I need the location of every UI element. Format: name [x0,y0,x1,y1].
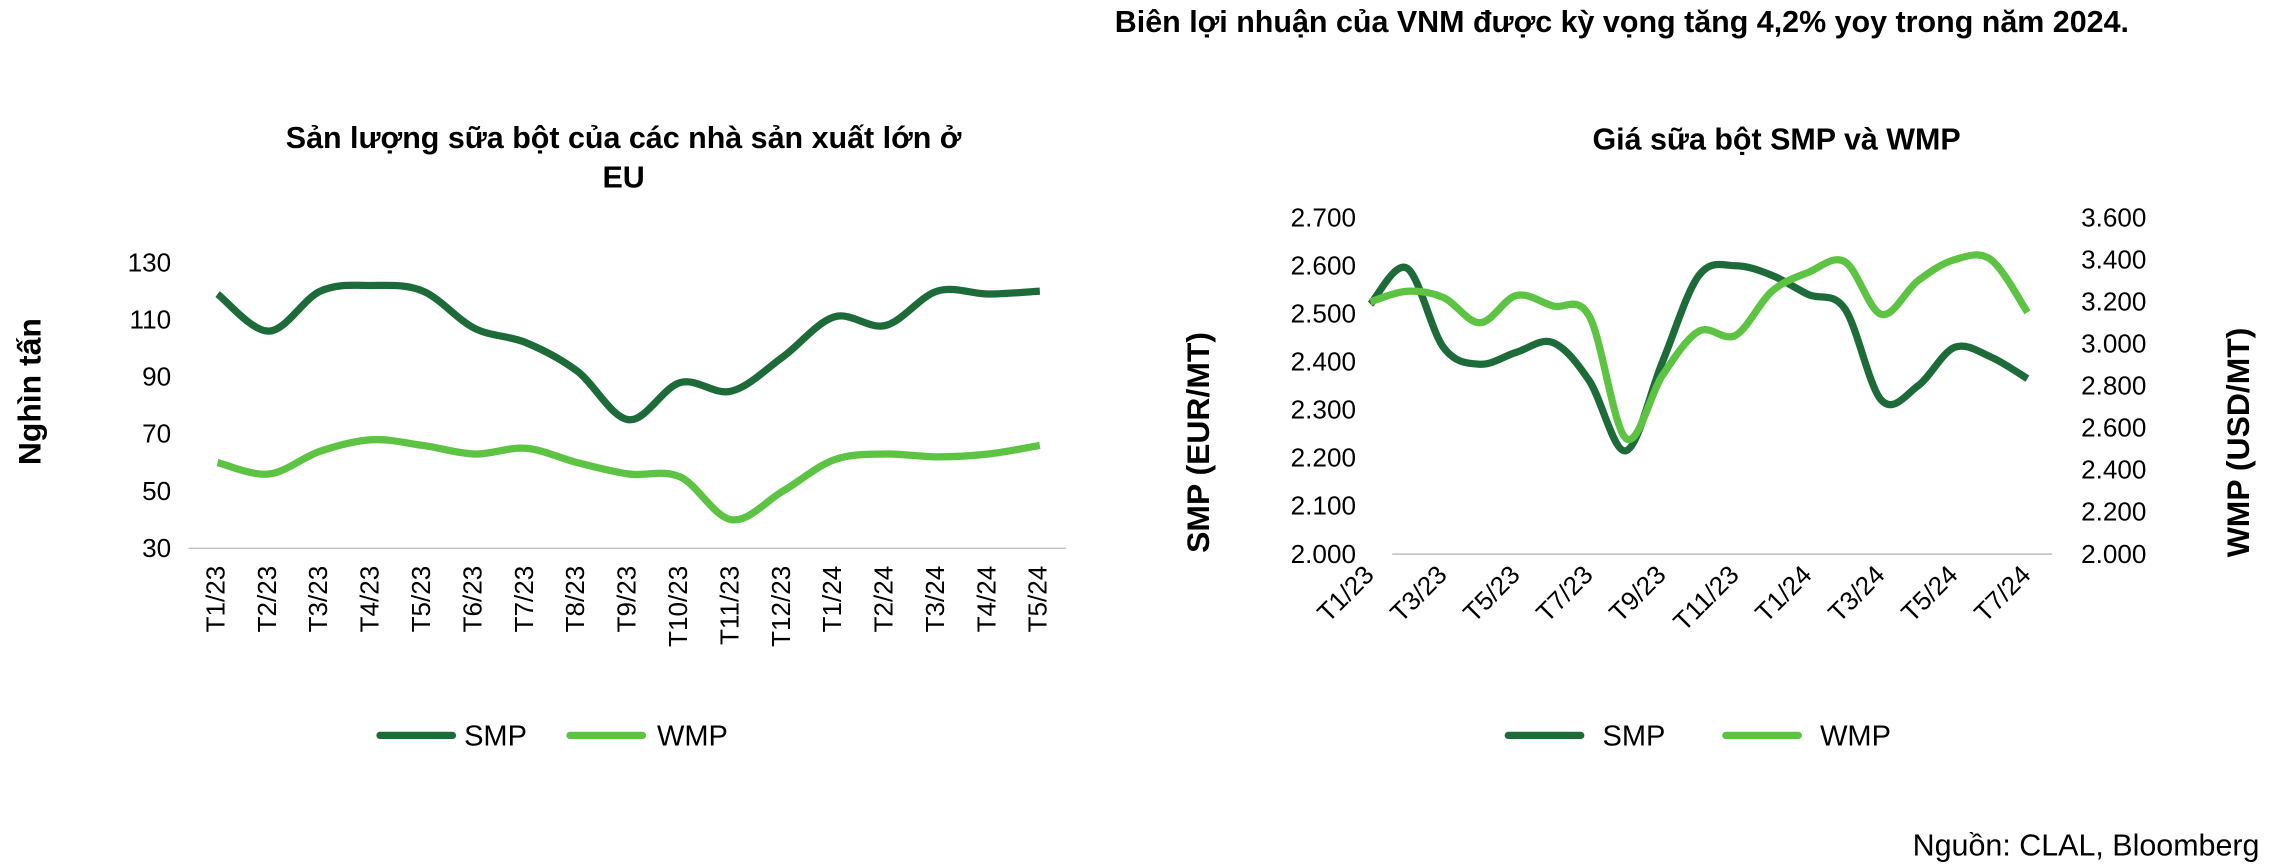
y-axis-title: Nghìn tấn [11,318,47,465]
y-tick-label: 30 [142,533,171,563]
x-tick-label: T2/24 [869,566,899,633]
y-tick-label: 130 [128,247,172,277]
x-tick-label: T5/23 [406,566,436,633]
chart-title: Sản lượng sữa bột của các nhà sản xuất l… [286,121,962,195]
y-tick-label: 2.000 [1291,539,1356,569]
y-tick-label: 2.200 [1291,443,1356,473]
title-line: Sản lượng sữa bột của các nhà sản xuất l… [286,121,962,155]
y2-tick-label: 2.600 [2081,413,2146,443]
legend-label: SMP [1603,721,1666,753]
title-line: EU [602,161,644,195]
line [1367,260,2030,455]
y2-tick-label: 3.000 [2081,329,2146,359]
y2-tick-label: 3.600 [2081,202,2146,232]
y-tick-label: 2.300 [1291,395,1356,425]
y-tick-label: 2.400 [1291,347,1356,377]
y2-tick-label: 3.200 [2081,286,2146,316]
y2-axis-title: WMP (USD/MT) [2220,328,2256,558]
source: Nguồn: CLAL, Bloomberg [1913,829,2260,863]
chart: Sản lượng sữa bột của các nhà sản xuất l… [11,121,1066,753]
y-tick-label: 50 [142,476,171,506]
x-tick-label: T10/23 [663,566,693,647]
legend-label: SMP [464,721,527,753]
x-tick-label: T1/24 [817,566,847,633]
x-tick-label: T1/23 [200,566,230,633]
x-tick-label: T3/24 [920,566,950,633]
legend-label: WMP [1820,721,1891,753]
chart: Giá sữa bột SMP và WMP 2.000 2.100 2.200 2.3… [1180,122,2256,752]
x-tick-label: T7/24 [1968,559,2036,627]
x-tick-label: T1/23 [1311,559,1379,627]
y-axis-title: SMP (EUR/MT) [1180,332,1216,553]
x-tick-label: T4/23 [355,566,385,633]
y2-tick-label: 2.400 [2081,455,2146,485]
x-tick-label: T9/23 [1603,559,1671,627]
y-tick-label: 70 [142,419,171,449]
x-tick-label: T7/23 [1530,559,1598,627]
x-tick-label: T2/23 [252,566,282,633]
y2-tick-label: 2.000 [2081,539,2146,569]
x-tick-label: T1/24 [1749,559,1817,627]
y2-tick-label: 2.800 [2081,371,2146,401]
y-tick-label: 2.100 [1291,491,1356,521]
y-tick-label: 90 [142,362,171,392]
x-tick-label: T7/23 [509,566,539,633]
y-tick-label: 2.700 [1291,202,1356,232]
y-tick-label: 2.600 [1291,250,1356,280]
line [1369,251,2031,444]
x-tick-label: T3/23 [1384,559,1452,627]
x-tick-label: T12/23 [766,566,796,647]
x-tick-label: T3/24 [1822,559,1890,627]
title-line: Giá sữa bột SMP và WMP [1592,122,1960,156]
legend-label: WMP [657,721,728,753]
line [216,435,1041,524]
x-tick-label: T4/24 [971,566,1001,633]
x-tick-label: T11/23 [1667,559,1744,636]
x-tick-label: T5/24 [1023,566,1053,633]
y-tick-label: 110 [130,304,172,334]
x-tick-label: T6/23 [457,566,487,633]
x-tick-label: T11/23 [714,566,744,645]
x-tick-label: T5/24 [1895,559,1963,627]
y2-tick-label: 2.200 [2081,497,2146,527]
y-tick-label: 2.500 [1291,298,1356,328]
x-tick-label: T5/23 [1457,559,1525,627]
x-tick-label: T8/23 [560,566,590,633]
y2-tick-label: 3.400 [2081,244,2146,274]
chart-title: Giá sữa bột SMP và WMP [1592,122,1960,156]
line [215,281,1041,424]
page-title: Biên lợi nhuận của VNM được kỳ vọng tăng… [1115,5,2129,39]
x-tick-label: T3/23 [303,566,333,633]
x-tick-label: T9/23 [612,566,642,633]
